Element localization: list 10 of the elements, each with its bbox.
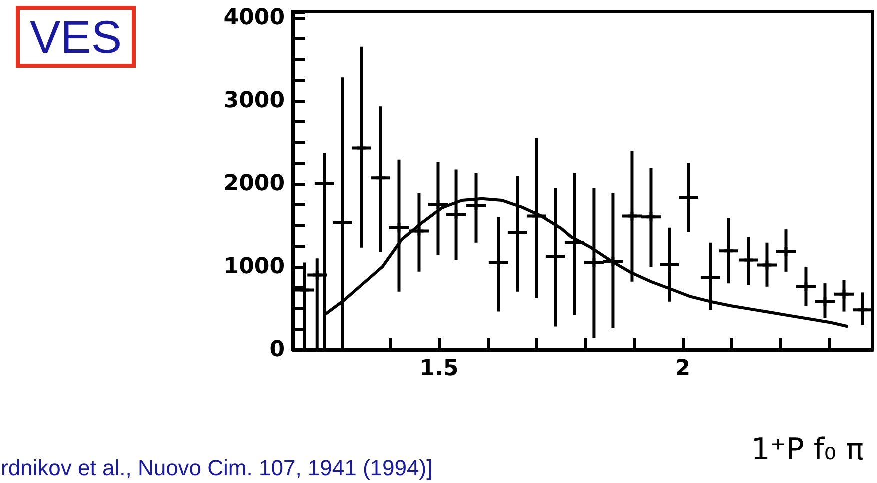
x-axis-title: 1⁺P f₀ π [751,432,864,468]
x-tick-label: 1.5 [420,356,459,382]
y-tick-label: 3000 [224,88,285,114]
chart-title: VES [30,11,122,63]
y-tick-label: 4000 [224,5,285,30]
text: rdnikov et al., Nuovo Cim. 107, 1941 (1994)] [1,456,433,480]
y-tick-label: 2000 [224,171,285,196]
y-tick-label: 1000 [224,254,285,280]
y-tick-label: 0 [270,338,285,362]
x-tick-label: 2 [675,356,691,382]
